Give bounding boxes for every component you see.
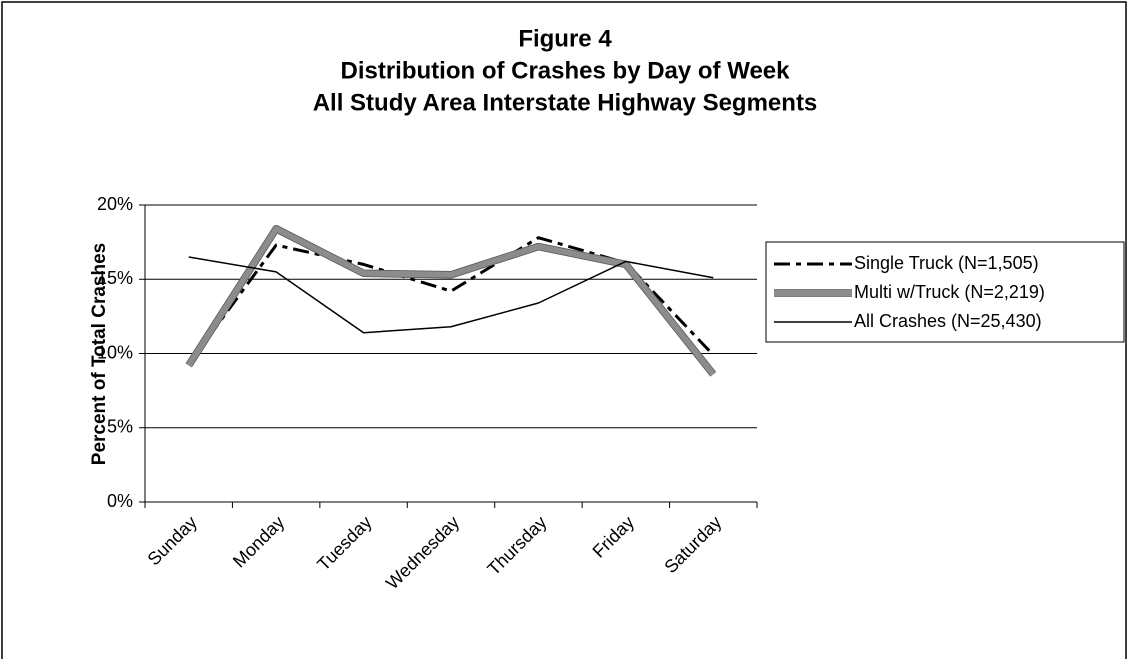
y-tick-label: 15% — [97, 268, 133, 288]
legend-label: Single Truck (N=1,505) — [854, 253, 1039, 273]
x-tick-label: Saturday — [660, 512, 725, 577]
x-tick-label: Sunday — [144, 512, 201, 569]
x-tick-label: Thursday — [483, 512, 550, 579]
y-tick-label: 5% — [107, 417, 133, 437]
x-tick-label: Wednesday — [382, 512, 463, 593]
x-tick-label: Tuesday — [313, 512, 375, 574]
legend-label: All Crashes (N=25,430) — [854, 311, 1042, 331]
chart-title: Figure 4 — [518, 25, 612, 52]
y-tick-label: 0% — [107, 491, 133, 511]
y-axis-title: Percent of Total Crashes — [89, 243, 110, 465]
y-tick-label: 10% — [97, 342, 133, 362]
series-line — [186, 225, 716, 377]
series-line-edge — [185, 225, 717, 377]
series-line — [187, 236, 715, 365]
legend-label: Multi w/Truck (N=2,219) — [854, 282, 1045, 302]
y-tick-label: 20% — [97, 194, 133, 214]
series-line — [188, 256, 714, 334]
chart-title: Distribution of Crashes by Day of Week — [341, 57, 791, 84]
x-tick-label: Monday — [229, 512, 288, 571]
x-tick-label: Friday — [589, 512, 639, 562]
chart-title: All Study Area Interstate Highway Segmen… — [313, 89, 818, 116]
